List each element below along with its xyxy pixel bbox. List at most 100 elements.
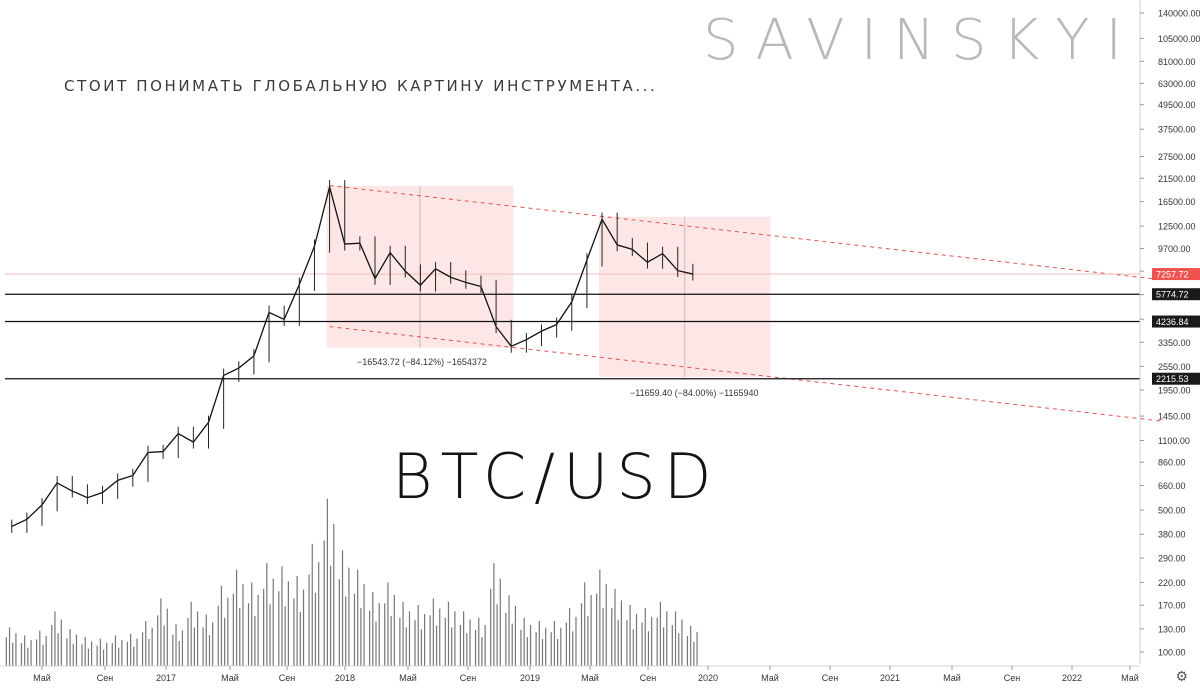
volume-bar bbox=[674, 611, 677, 666]
time-axis-label: Сен bbox=[279, 673, 296, 683]
volume-bar bbox=[466, 633, 468, 666]
time-axis-label: Май bbox=[581, 673, 599, 683]
volume-bar bbox=[360, 608, 362, 666]
volume-bar bbox=[651, 616, 653, 666]
volume-bar bbox=[42, 644, 44, 666]
price-axis-label: 9700.00 bbox=[1158, 244, 1191, 254]
volume-bar bbox=[308, 574, 310, 666]
volume-bar bbox=[363, 584, 365, 666]
volume-bar bbox=[662, 627, 665, 666]
volume-bar bbox=[15, 633, 17, 666]
volume-bar bbox=[293, 598, 295, 666]
volume-bar bbox=[375, 621, 377, 666]
price-axis-label: 100.00 bbox=[1158, 648, 1186, 658]
volume-bar bbox=[51, 625, 53, 666]
volume-bar bbox=[220, 585, 223, 666]
volume-bar bbox=[387, 582, 389, 666]
volume-bar bbox=[568, 608, 571, 666]
volume-bar bbox=[666, 611, 668, 666]
volume-bar bbox=[580, 603, 583, 666]
settings-gear-icon[interactable]: ⚙ bbox=[1175, 668, 1188, 684]
volume-bar bbox=[60, 619, 62, 666]
volume-bar bbox=[420, 629, 423, 666]
price-axis-label: 860.00 bbox=[1158, 458, 1186, 468]
volume-bar bbox=[148, 639, 150, 666]
volume-bar bbox=[599, 569, 601, 666]
volume-bar bbox=[345, 596, 347, 666]
time-axis-label: Май bbox=[943, 673, 961, 683]
price-axis-label: 500.00 bbox=[1158, 506, 1186, 516]
volume-bar bbox=[326, 498, 328, 666]
volume-bar bbox=[678, 633, 680, 666]
volume-bar bbox=[232, 593, 234, 666]
volume-bar bbox=[118, 647, 120, 666]
volume-bar bbox=[635, 614, 638, 666]
price-level-tag bbox=[1152, 372, 1200, 385]
volume-bar bbox=[318, 562, 320, 666]
volume-bar bbox=[251, 582, 253, 666]
volume-bar bbox=[520, 629, 522, 666]
price-axis-label: 37500.00 bbox=[1158, 125, 1196, 135]
volume-bar bbox=[329, 565, 332, 666]
volume-bar bbox=[175, 624, 177, 666]
volume-bar bbox=[163, 625, 165, 666]
volume-bar bbox=[614, 588, 616, 666]
time-axis-label: 2019 bbox=[520, 673, 540, 683]
volume-bar bbox=[75, 634, 78, 666]
volume-bar bbox=[242, 584, 244, 666]
volume-bar bbox=[102, 649, 105, 666]
volume-bar bbox=[681, 619, 683, 666]
price-axis-label: 290.00 bbox=[1158, 554, 1186, 564]
price-axis-label: 21500.00 bbox=[1158, 174, 1196, 184]
volume-bar bbox=[36, 639, 38, 666]
volume-bar bbox=[656, 617, 658, 666]
volume-bar bbox=[611, 608, 613, 666]
volume-bar bbox=[399, 617, 401, 666]
subtitle-text: СТОИТ ПОНИМАТЬ ГЛОБАЛЬНУЮ КАРТИНУ ИНСТРУ… bbox=[64, 77, 658, 95]
volume-bar bbox=[145, 621, 147, 666]
volume-bar bbox=[459, 625, 462, 666]
time-axis-label: Май bbox=[33, 673, 51, 683]
trend-channel-upper bbox=[329, 185, 1163, 281]
volume-bar bbox=[632, 629, 634, 666]
volume-bar bbox=[27, 647, 29, 666]
volume-bar bbox=[126, 641, 129, 666]
time-axis-label: 2020 bbox=[698, 673, 718, 683]
volume-bar bbox=[5, 637, 7, 666]
volume-bar bbox=[247, 603, 250, 666]
volume-bar bbox=[447, 601, 450, 666]
price-axis-label: 170.00 bbox=[1158, 601, 1186, 611]
volume-bar bbox=[478, 617, 480, 666]
volume-bar bbox=[526, 637, 528, 666]
price-axis-label: 16500.00 bbox=[1158, 197, 1196, 207]
volume-bar bbox=[212, 622, 214, 666]
volume-bar bbox=[617, 619, 619, 666]
volume-bar bbox=[311, 543, 313, 666]
time-axis-label: 2018 bbox=[335, 673, 355, 683]
volume-bar bbox=[224, 617, 226, 666]
drawdown-label-2: −11659.40 (−84.00%) −1165940 bbox=[630, 388, 759, 398]
volume-bar bbox=[45, 635, 47, 666]
volume-bar bbox=[541, 639, 544, 666]
volume-bar bbox=[414, 620, 416, 666]
volume-bar bbox=[287, 581, 289, 666]
volume-bar bbox=[372, 592, 374, 666]
time-axis-label: Май bbox=[761, 673, 779, 683]
volume-bar bbox=[111, 643, 113, 666]
price-axis-label: 105000.00 bbox=[1158, 34, 1200, 44]
volume-bar bbox=[424, 614, 426, 666]
volume-bar bbox=[596, 593, 598, 666]
volume-bar bbox=[641, 622, 643, 666]
volume-bar bbox=[338, 579, 340, 666]
volume-bar bbox=[602, 608, 604, 666]
volume-bar bbox=[151, 627, 153, 666]
volume-bar bbox=[535, 632, 537, 666]
price-axis-label: 140000.00 bbox=[1158, 9, 1200, 19]
volume-bar bbox=[208, 635, 211, 666]
volume-bar bbox=[553, 621, 556, 666]
volume-bar bbox=[69, 629, 71, 666]
volume-bar bbox=[671, 625, 673, 666]
volume-bar bbox=[474, 629, 477, 666]
volume-bar bbox=[463, 611, 465, 666]
volume-bar bbox=[514, 605, 517, 666]
